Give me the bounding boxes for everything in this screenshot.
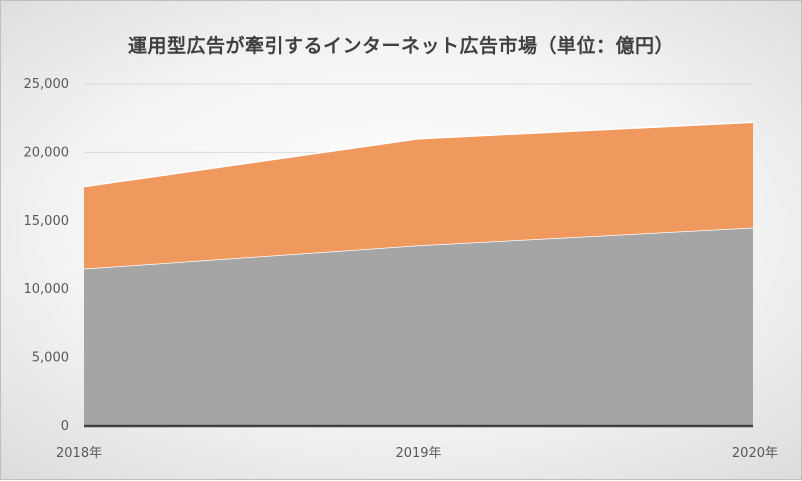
series-area-1 xyxy=(84,227,753,426)
y-tick-label-4: 20,000 xyxy=(24,145,70,160)
chart-title: 運用型広告が牽引するインターネット広告市場（単位：億円） xyxy=(127,35,674,57)
y-tick-label-2: 10,000 xyxy=(24,282,70,297)
y-tick-label-1: 5,000 xyxy=(32,351,69,366)
x-tick-label-0: 2018年 xyxy=(56,446,102,461)
series-area-2 xyxy=(84,122,753,269)
x-tick-label-2: 2020年 xyxy=(732,446,778,461)
series-edge-2 xyxy=(83,121,754,188)
y-tick-label-0: 0 xyxy=(61,419,69,434)
x-tick-label-1: 2019年 xyxy=(395,446,441,461)
y-tick-label-3: 15,000 xyxy=(24,214,70,229)
y-tick-label-5: 25,000 xyxy=(24,77,70,92)
